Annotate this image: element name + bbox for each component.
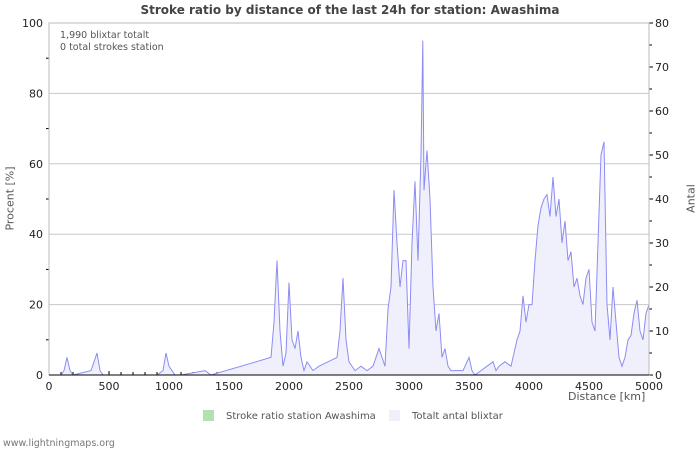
legend-swatch-ratio (203, 410, 214, 421)
x-tick-label: 2000 (275, 380, 303, 393)
station-strokes-text: 0 total strokes station (60, 42, 164, 53)
x-tick-label: 3000 (395, 380, 423, 393)
y-tick-label: 20 (29, 299, 43, 312)
y2-tick-label: 20 (655, 281, 669, 294)
legend-swatch-total (389, 410, 400, 421)
y2-axis-label: Antal (684, 184, 698, 213)
x-axis-label: Distance [km] (568, 390, 646, 403)
y2-tick-label: 50 (655, 149, 669, 162)
total-strokes-text: 1,990 blixtar totalt (60, 30, 150, 41)
y-tick-label: 0 (36, 369, 43, 382)
x-tick-label: 1500 (215, 380, 243, 393)
total-strokes-line (49, 40, 650, 376)
y2-tick-label: 70 (655, 61, 669, 74)
y-tick-label: 80 (29, 87, 43, 100)
x-tick-label: 0 (46, 380, 53, 393)
y2-tick-label: 30 (655, 237, 669, 250)
y-tick-label: 100 (22, 17, 43, 30)
chart-title: Stroke ratio by distance of the last 24h… (140, 3, 560, 17)
x-tick-label: 4500 (575, 380, 603, 393)
x-tick-label: 1000 (155, 380, 183, 393)
y2-tick-label: 80 (655, 17, 669, 30)
y-tick-label: 40 (29, 228, 43, 241)
y2-tick-label: 40 (655, 193, 669, 206)
y2-tick-label: 10 (655, 325, 669, 338)
y2-tick-label: 0 (655, 369, 662, 382)
x-tick-label: 500 (99, 380, 120, 393)
legend-label-ratio: Stroke ratio station Awashima (226, 411, 376, 422)
x-tick-label: 2500 (335, 380, 363, 393)
y2-tick-label: 60 (655, 105, 669, 118)
x-tick-label: 4000 (515, 380, 543, 393)
x-tick-label: 3500 (455, 380, 483, 393)
legend-label-total: Totalt antal blixtar (412, 411, 503, 422)
x-tick-label: 5000 (635, 380, 663, 393)
y-tick-label: 60 (29, 158, 43, 171)
total-strokes-area (49, 40, 649, 375)
y-axis-label: Procent [%] (3, 166, 17, 231)
footer-link[interactable]: www.lightningmaps.org (3, 438, 115, 449)
